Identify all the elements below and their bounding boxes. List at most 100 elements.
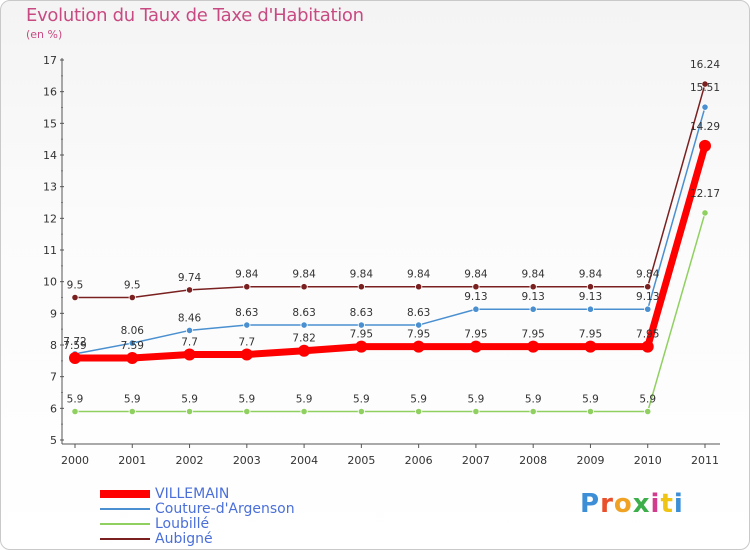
data-point-3-11 [699,139,711,152]
data-label-3-9: 7.95 [579,329,602,341]
data-label-3-1: 7.59 [121,340,144,352]
y-tick-label-9: 9 [50,307,57,320]
series-line-2 [74,106,706,355]
y-tick-label-6: 6 [50,402,57,415]
data-point-3-8 [527,340,540,353]
x-tick-label-2009: 2009 [576,454,604,467]
data-label-0-4: 9.84 [292,269,316,281]
data-point-2-10 [644,305,652,313]
data-label-0-3: 9.84 [235,269,259,281]
data-label-3-5: 7.95 [350,329,373,341]
data-point-3-7 [469,340,482,353]
data-point-0-9 [586,283,595,291]
legend-label: VILLEMAIN [155,486,230,502]
data-point-1-8 [529,407,537,416]
x-tick-label-2001: 2001 [118,454,146,467]
data-point-0-10 [644,283,652,291]
data-point-0-1 [128,293,136,302]
data-label-0-6: 9.84 [407,269,431,281]
data-label-0-1: 9.5 [124,280,141,292]
data-point-3-5 [355,340,368,353]
data-label-1-7: 5.9 [468,394,485,406]
chart-subtitle: (en %) [26,28,63,41]
data-label-1-3: 5.9 [238,394,255,406]
data-point-0-8 [529,283,537,291]
data-point-2-4 [300,321,308,329]
data-point-0-5 [357,283,365,291]
data-label-3-7: 7.95 [464,329,487,341]
data-label-1-0: 5.9 [67,394,84,406]
data-label-0-7: 9.84 [464,269,488,281]
data-label-3-6: 7.95 [407,329,430,341]
data-label-2-9: 9.13 [579,291,602,303]
data-label-3-8: 7.95 [521,329,544,341]
data-point-3-9 [584,340,597,353]
data-point-1-7 [472,407,480,416]
data-point-3-4 [298,344,311,357]
data-label-2-2: 8.46 [178,312,202,324]
legend-label: Loubillé [155,516,210,532]
data-point-1-1 [128,407,136,416]
data-point-0-7 [472,283,480,291]
chart-title: Evolution du Taux de Taxe d'Habitation [26,5,364,26]
data-label-0-2: 9.74 [178,272,202,284]
data-point-2-9 [586,305,595,313]
data-point-1-11 [701,209,709,217]
logo-letter: r [600,489,614,519]
data-label-1-8: 5.9 [525,394,542,406]
data-point-0-3 [243,283,251,291]
data-label-2-4: 8.63 [292,307,315,319]
data-label-2-10: 9.13 [636,291,659,303]
data-point-3-6 [412,340,425,353]
x-tick-label-2011: 2011 [691,454,719,467]
logo-letter: o [613,489,633,519]
x-tick-label-2005: 2005 [347,454,375,467]
data-point-1-10 [644,407,652,416]
y-tick-label-14: 14 [43,149,57,162]
x-tick-label-2004: 2004 [290,454,318,467]
x-tick-label-2010: 2010 [634,454,662,467]
data-label-1-6: 5.9 [410,394,427,406]
data-point-1-4 [300,407,308,416]
data-label-2-11: 15.51 [690,82,720,94]
data-point-2-3 [243,321,251,329]
y-tick-label-10: 10 [43,276,57,289]
data-point-2-6 [415,321,423,329]
legend-swatch [100,508,150,510]
legend-label: Aubigné [155,531,213,547]
data-label-2-6: 8.63 [407,307,430,319]
data-label-3-10: 7.95 [636,329,659,341]
data-point-1-6 [415,407,423,416]
data-point-3-1 [126,351,139,364]
data-point-0-4 [300,283,308,291]
logo-letter: i [650,489,661,519]
data-label-3-0: 7.59 [63,340,86,352]
x-tick-label-2000: 2000 [61,454,89,467]
data-point-1-3 [243,407,251,416]
data-label-2-7: 9.13 [464,291,487,303]
x-tick-label-2002: 2002 [176,454,204,467]
y-tick-label-7: 7 [50,371,57,384]
data-label-0-11: 16.24 [690,59,720,71]
data-label-3-11: 14.29 [690,121,720,133]
data-point-2-8 [529,305,537,313]
x-tick-label-2006: 2006 [405,454,433,467]
data-label-2-5: 8.63 [350,307,373,319]
data-label-2-0: 7.72 [63,336,86,348]
legend-swatch [100,523,150,525]
proxiti-logo: Proxiti [580,489,684,519]
data-point-2-7 [472,305,480,313]
y-tick-label-5: 5 [50,434,57,447]
y-tick-label-17: 17 [43,54,57,67]
data-point-1-2 [185,407,194,416]
y-tick-label-12: 12 [43,212,57,225]
data-point-3-2 [183,348,196,361]
data-point-0-0 [71,293,79,302]
legend-swatch [100,538,150,540]
data-point-2-5 [357,321,365,329]
data-point-2-11 [701,103,709,111]
data-label-3-4: 7.82 [292,333,315,345]
data-point-0-6 [415,283,423,291]
data-label-1-9: 5.9 [582,394,599,406]
